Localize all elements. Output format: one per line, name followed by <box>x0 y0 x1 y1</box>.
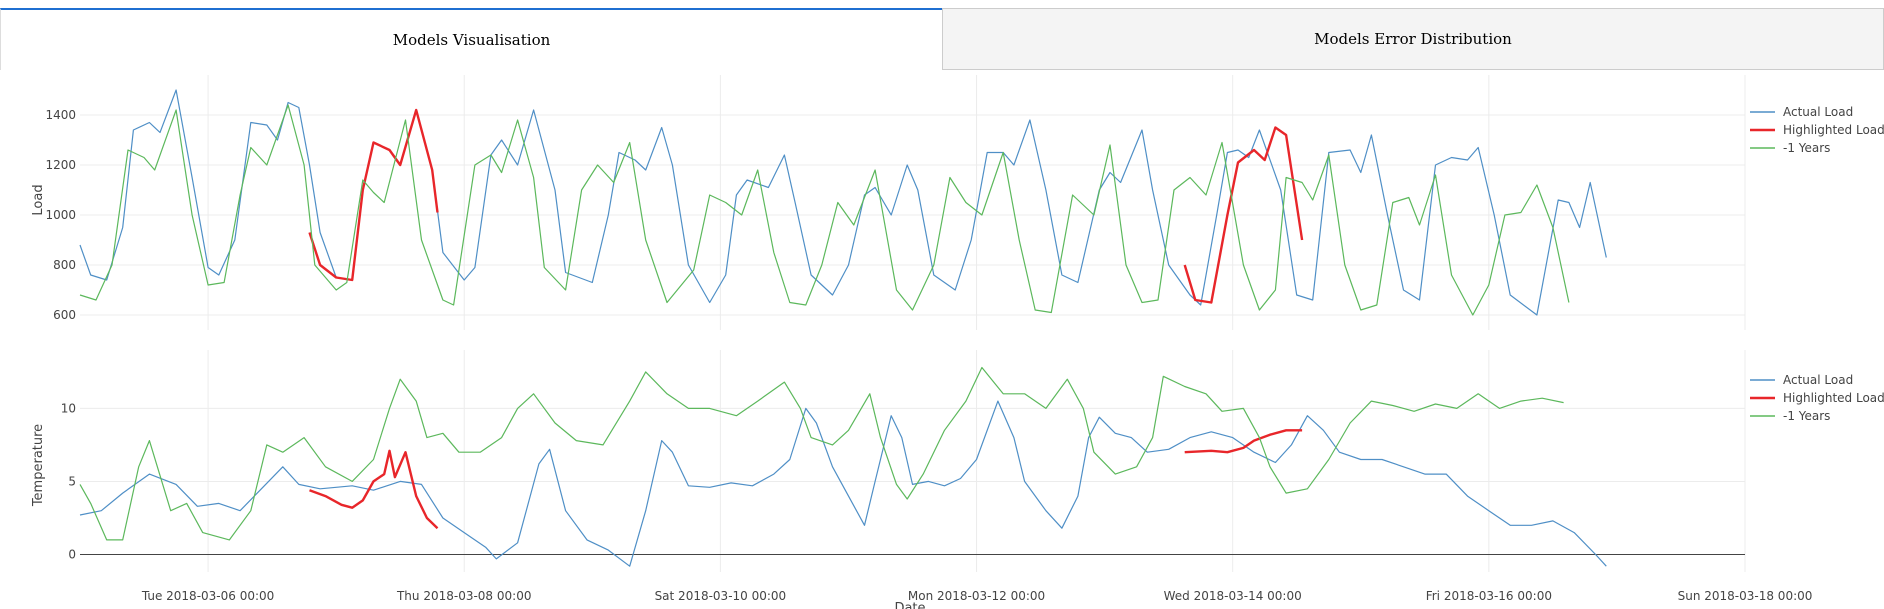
y-tick-label: 1000 <box>45 208 76 222</box>
series-line-highlighted-load <box>308 108 439 282</box>
x-tick-label: Sat 2018-03-10 00:00 <box>655 589 787 603</box>
x-tick-label: Fri 2018-03-16 00:00 <box>1426 589 1552 603</box>
tab-models-error-distribution[interactable]: Models Error Distribution <box>942 8 1884 70</box>
tab-label: Models Error Distribution <box>1314 30 1512 48</box>
series-line-highlighted-load <box>1184 429 1303 454</box>
y-tick-label: 800 <box>53 258 76 272</box>
series-line-1-years <box>79 104 1570 316</box>
legend-label: Highlighted Load <box>1783 123 1884 137</box>
legend-label: Actual Load <box>1783 105 1853 119</box>
y-tick-label: 600 <box>53 308 76 322</box>
legend-label: Highlighted Load <box>1783 391 1884 405</box>
temperature-axis-title: Temperature <box>31 424 46 507</box>
legend-label: Actual Load <box>1783 373 1853 387</box>
x-tick-label: Mon 2018-03-12 00:00 <box>908 589 1045 603</box>
legend-label: -1 Years <box>1783 141 1830 155</box>
x-tick-label: Sun 2018-03-18 00:00 <box>1678 589 1813 603</box>
tab-label: Models Visualisation <box>392 31 551 49</box>
y-tick-label: 5 <box>68 474 76 488</box>
y-tick-label: 0 <box>68 547 76 561</box>
x-tick-label: Tue 2018-03-06 00:00 <box>141 589 274 603</box>
y-tick-label: 1200 <box>45 158 76 172</box>
series-line-1-years <box>79 366 1564 541</box>
x-tick-label: Thu 2018-03-08 00:00 <box>396 589 532 603</box>
load-panel: 600 800 1000 1200 1400 Actual Load Highlighted… <box>45 75 1884 330</box>
series-line-actual-load <box>79 400 1607 567</box>
y-tick-label: 1400 <box>45 108 76 122</box>
series-line-highlighted-load <box>309 449 439 530</box>
date-axis-title: Date <box>894 601 925 609</box>
legend-label: -1 Years <box>1783 409 1830 423</box>
x-tick-label: Wed 2018-03-14 00:00 <box>1164 589 1302 603</box>
tab-bar: Models Visualisation Models Error Distri… <box>0 8 1884 72</box>
load-axis-title: Load <box>31 184 46 215</box>
temperature-panel: 0 5 10 Actual Load Highlighted Load -1 Years T… <box>61 350 1884 603</box>
y-tick-label: 10 <box>61 401 76 415</box>
series-line-highlighted-load <box>1183 126 1304 304</box>
tab-models-visualisation[interactable]: Models Visualisation <box>0 8 942 70</box>
series-line-actual-load <box>79 89 1607 316</box>
